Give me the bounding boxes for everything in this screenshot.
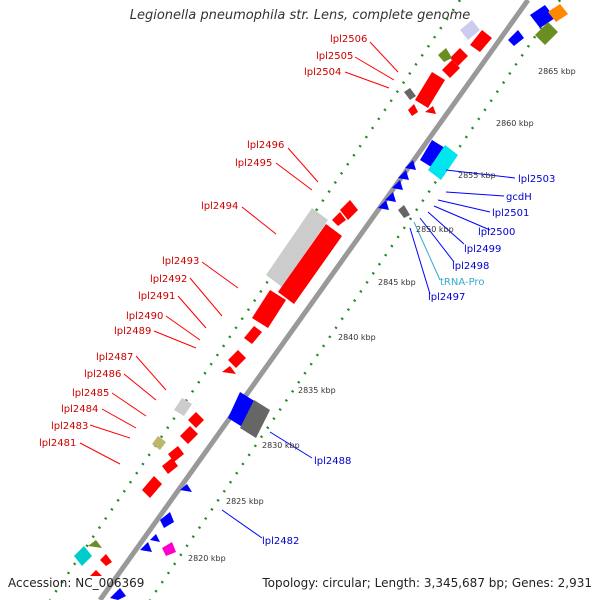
gene-label[interactable]: lpl2501: [492, 208, 529, 219]
gene-feature[interactable]: [90, 570, 102, 576]
gene-label[interactable]: lpl2490: [126, 311, 163, 322]
gene-label[interactable]: lpl2489: [114, 326, 151, 337]
gene-feature[interactable]: [160, 512, 174, 528]
gene-label[interactable]: lpl2484: [61, 404, 98, 415]
gene-feature[interactable]: [385, 192, 396, 202]
gene-label[interactable]: tRNA-Pro: [440, 277, 484, 288]
gene-feature[interactable]: [398, 170, 409, 180]
gene-label[interactable]: lpl2505: [316, 51, 353, 62]
gene-feature[interactable]: [180, 426, 198, 444]
gene-feature[interactable]: [222, 366, 236, 374]
gene-feature[interactable]: [438, 48, 452, 62]
gene-label[interactable]: lpl2498: [452, 261, 489, 272]
gene-feature[interactable]: [252, 290, 286, 328]
gene-feature[interactable]: [74, 546, 92, 566]
gene-feature[interactable]: [278, 224, 342, 304]
scale-label: 2855 kbp: [458, 171, 496, 180]
scale-label: 2850 kbp: [416, 225, 454, 234]
gene-label[interactable]: lpl2488: [314, 456, 351, 467]
gene-feature[interactable]: [188, 412, 204, 428]
scale-labels: 2865 kbp 2860 kbp 2855 kbp 2850 kbp 2845…: [188, 67, 576, 563]
map-title: Legionella pneumophila str. Lens, comple…: [129, 8, 471, 23]
gene-label[interactable]: lpl2493: [162, 256, 199, 267]
gene-feature[interactable]: [420, 140, 445, 168]
gene-feature[interactable]: [228, 392, 256, 428]
reverse-gene-labels: lpl2503 gcdH lpl2501 lpl2500 lpl2499 lpl…: [262, 174, 555, 547]
gene-label[interactable]: lpl2491: [138, 291, 175, 302]
gene-feature[interactable]: [530, 5, 555, 28]
gene-feature[interactable]: [508, 30, 524, 46]
gene-label[interactable]: gcdH: [506, 192, 532, 203]
gene-feature[interactable]: [266, 208, 328, 287]
gene-label[interactable]: lpl2500: [478, 227, 515, 238]
gene-feature[interactable]: [378, 200, 389, 210]
forward-leader-lines: [79, 41, 399, 465]
reverse-leader-lines: [221, 169, 516, 539]
gene-label[interactable]: lpl2504: [304, 67, 341, 78]
gene-feature[interactable]: [152, 436, 166, 450]
gene-feature[interactable]: [340, 200, 358, 220]
gene-label[interactable]: lpl2506: [330, 34, 367, 45]
gene-feature[interactable]: [180, 484, 192, 492]
gene-feature[interactable]: [470, 30, 492, 52]
gene-feature[interactable]: [408, 104, 418, 116]
gene-feature[interactable]: [442, 60, 460, 78]
gene-feature[interactable]: [535, 22, 558, 45]
gene-feature[interactable]: [240, 400, 270, 438]
forward-strand-genes: [74, 20, 492, 576]
scale-label: 2845 kbp: [378, 278, 416, 287]
scale-label: 2840 kbp: [338, 333, 376, 342]
gene-feature[interactable]: [415, 72, 445, 108]
gene-label[interactable]: lpl2486: [84, 369, 121, 380]
gene-feature[interactable]: [405, 160, 416, 170]
scale-label: 2825 kbp: [226, 497, 264, 506]
accession-text: Accession: NC_006369: [8, 576, 145, 590]
gene-label[interactable]: lpl2494: [201, 201, 238, 212]
gene-feature[interactable]: [100, 554, 112, 566]
gene-label[interactable]: lpl2495: [235, 158, 272, 169]
gene-feature[interactable]: [450, 48, 468, 66]
gene-label[interactable]: lpl2487: [96, 352, 133, 363]
gene-feature[interactable]: [140, 542, 152, 552]
scale-label: 2830 kbp: [262, 441, 300, 450]
gene-feature[interactable]: [110, 588, 126, 600]
gene-feature[interactable]: [174, 398, 192, 416]
gene-feature[interactable]: [392, 180, 403, 190]
gene-label[interactable]: lpl2503: [518, 174, 555, 185]
scale-label: 2865 kbp: [538, 67, 576, 76]
scale-label: 2820 kbp: [188, 554, 226, 563]
scale-label: 2835 kbp: [298, 386, 336, 395]
gene-feature[interactable]: [142, 476, 162, 498]
gene-feature[interactable]: [548, 4, 568, 22]
gene-feature[interactable]: [460, 20, 480, 40]
gene-feature[interactable]: [228, 350, 246, 368]
gene-label[interactable]: lpl2481: [39, 438, 76, 449]
gene-label[interactable]: lpl2499: [464, 244, 501, 255]
gene-label[interactable]: lpl2492: [150, 274, 187, 285]
gene-feature[interactable]: [162, 542, 176, 556]
gene-feature[interactable]: [404, 88, 416, 100]
gene-feature[interactable]: [332, 212, 346, 226]
gene-label[interactable]: lpl2496: [247, 140, 284, 151]
gene-feature[interactable]: [162, 458, 178, 474]
gene-feature[interactable]: [398, 205, 410, 218]
gene-label[interactable]: lpl2485: [72, 388, 109, 399]
outer-tick-ring: [148, 0, 562, 600]
gene-feature[interactable]: [88, 540, 102, 548]
gene-label[interactable]: lpl2482: [262, 536, 299, 547]
genome-summary: Topology: circular; Length: 3,345,687 bp…: [262, 576, 592, 590]
gene-label[interactable]: lpl2497: [428, 292, 465, 303]
gene-feature[interactable]: [428, 145, 458, 180]
gene-feature[interactable]: [150, 534, 160, 542]
genome-backbone: [97, 0, 531, 600]
gene-feature[interactable]: [244, 326, 262, 344]
gene-feature[interactable]: [425, 106, 436, 114]
inner-tick-ring: [48, 0, 462, 600]
trna-leader-line: [413, 221, 441, 281]
forward-gene-labels: lpl2506 lpl2505 lpl2504 lpl2496 lpl2495 …: [39, 34, 367, 449]
reverse-strand-genes: [110, 4, 568, 600]
gene-label[interactable]: lpl2483: [51, 421, 88, 432]
scale-label: 2860 kbp: [496, 119, 534, 128]
